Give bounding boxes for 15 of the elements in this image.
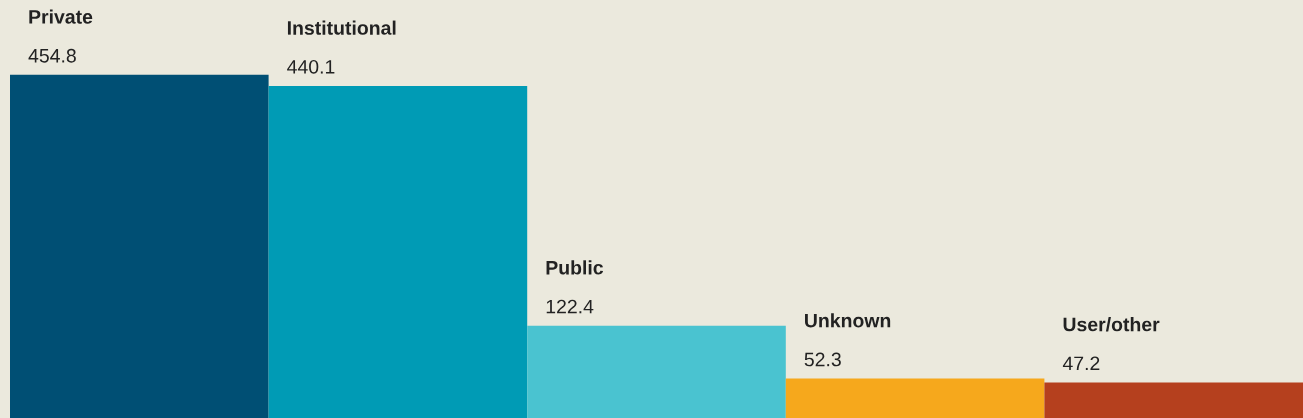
- x-tick-label: Unknown: [805, 313, 891, 328]
- bar: [785, 378, 1045, 418]
- bar: [527, 325, 786, 418]
- bar: [10, 74, 269, 418]
- bar: [268, 85, 528, 418]
- data-label: 52.3: [804, 352, 841, 367]
- data-label: 440.1: [287, 59, 335, 74]
- x-tick-label: Institutional: [287, 20, 396, 35]
- x-tick-label: Public: [546, 260, 604, 275]
- x-tick-label: Private: [29, 9, 93, 24]
- data-label: 47.2: [1062, 356, 1100, 371]
- bar: [1044, 382, 1303, 418]
- x-tick-label: User/other: [1063, 317, 1160, 332]
- data-label: 122.4: [546, 299, 594, 314]
- data-label: 454.8: [28, 48, 76, 63]
